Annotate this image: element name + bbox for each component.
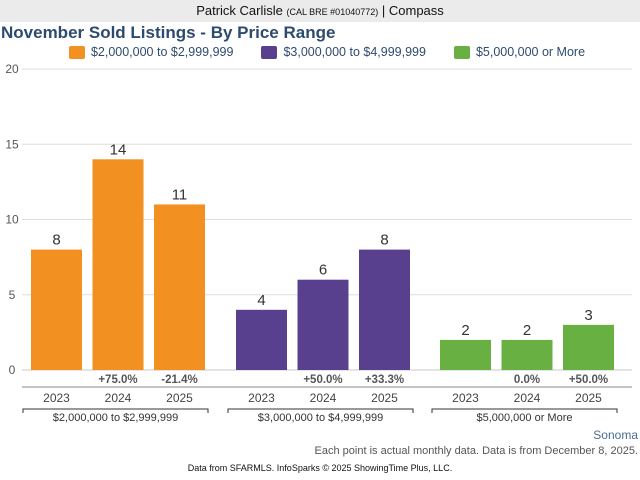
bar-value-label: 3 — [584, 307, 592, 324]
change-label: +50.0% — [569, 374, 608, 386]
bar — [563, 324, 614, 370]
bar-value-label: 14 — [110, 141, 127, 158]
bar — [236, 309, 287, 370]
y-tick-label: 15 — [5, 137, 19, 151]
bar-value-label: 8 — [380, 232, 388, 249]
agent-name: Patrick Carlisle — [196, 3, 283, 18]
x-tick-label: 2023 — [452, 391, 479, 405]
bar — [154, 204, 205, 370]
change-label: +75.0% — [98, 374, 137, 386]
x-tick-label: 2025 — [166, 391, 193, 405]
bar — [92, 159, 144, 370]
change-label: 0.0% — [514, 374, 540, 386]
bar-value-label: 8 — [52, 232, 60, 249]
agent-license: (CAL BRE #01040772) — [286, 7, 379, 17]
header-separator: | — [381, 3, 386, 18]
x-tick-label: 2023 — [248, 391, 275, 405]
x-tick-label: 2025 — [371, 391, 398, 405]
legend-item-2m-3m[interactable]: $2,000,000 to $2,999,999 — [68, 45, 234, 59]
region-label: Sonoma — [593, 428, 638, 442]
data-source: Data from SFARMLS. InfoSparks © 2025 Sho… — [187, 463, 453, 473]
bar — [440, 339, 491, 370]
legend-item-3m-5m[interactable]: $3,000,000 to $4,999,999 — [261, 45, 426, 59]
legend-label: $5,000,000 or More — [475, 45, 586, 59]
change-label: +50.0% — [303, 374, 342, 386]
data-note: Each point is actual monthly data. Data … — [314, 445, 638, 457]
group-bracket — [227, 408, 414, 413]
brokerage-name: Compass — [388, 3, 444, 18]
bar — [31, 249, 82, 370]
chart-title: November Sold Listings - By Price Range — [1, 23, 336, 42]
legend-label: $2,000,000 to $2,999,999 — [90, 45, 234, 59]
bar-value-label: 11 — [172, 186, 188, 203]
legend-item-5m-plus[interactable]: $5,000,000 or More — [453, 45, 586, 59]
chart-legend: $2,000,000 to $2,999,999 $3,000,000 to $… — [0, 45, 640, 59]
legend-label: $3,000,000 to $4,999,999 — [283, 45, 426, 59]
y-tick-label: 20 — [5, 62, 19, 76]
bar-value-label: 2 — [461, 322, 469, 339]
bar-value-label: 2 — [523, 322, 531, 339]
agent-header: Patrick Carlisle (CAL BRE #01040772) | C… — [0, 0, 640, 22]
y-tick-label: 5 — [9, 288, 16, 302]
group-bracket — [22, 408, 209, 413]
bar — [297, 279, 349, 370]
bar-chart: 0 5 10 15 20 8 2023 14 +75.0% 2024 11 -21.4% 2025 $2,… — [5, 62, 632, 424]
change-label: +33.3% — [365, 374, 404, 386]
bar — [359, 249, 410, 370]
legend-swatch — [68, 45, 85, 59]
group-bracket — [431, 408, 618, 413]
group-label: $3,000,000 to $4,999,999 — [258, 412, 383, 424]
bar — [501, 339, 553, 370]
x-tick-label: 2023 — [43, 391, 70, 405]
group-label: $2,000,000 to $2,999,999 — [53, 412, 178, 424]
x-tick-label: 2025 — [575, 391, 602, 405]
bar-value-label: 6 — [319, 262, 327, 279]
bar-value-label: 4 — [257, 292, 265, 309]
x-tick-label: 2024 — [105, 391, 132, 405]
legend-swatch — [261, 45, 278, 59]
y-tick-label: 10 — [5, 213, 19, 227]
legend-swatch — [453, 45, 470, 59]
x-tick-label: 2024 — [514, 391, 541, 405]
group-label: $5,000,000 or More — [476, 412, 572, 424]
x-tick-label: 2024 — [310, 391, 337, 405]
y-tick-label: 0 — [9, 363, 16, 377]
change-label: -21.4% — [161, 374, 197, 386]
